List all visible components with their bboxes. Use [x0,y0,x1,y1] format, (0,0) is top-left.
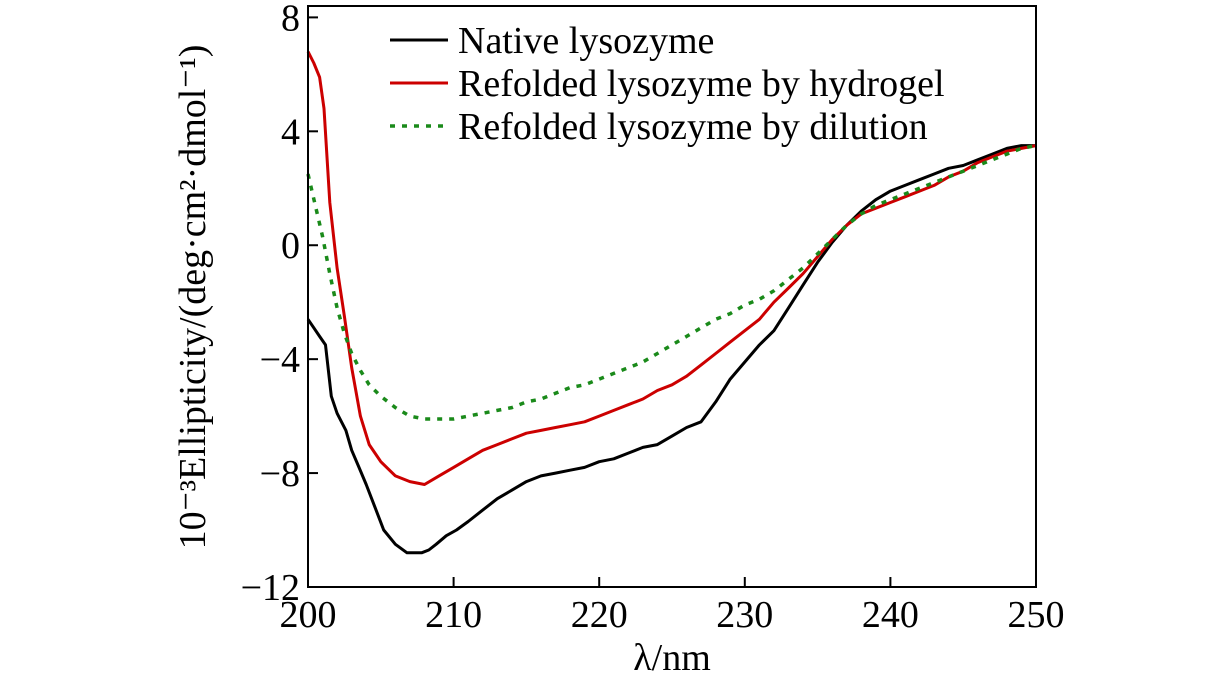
series-layer [306,50,1037,555]
x-tick-label: 250 [1008,594,1065,636]
legend-label: Refolded lysozyme by hydrogel [458,63,945,105]
x-tick-label: 230 [716,594,773,636]
x-tick-label: 240 [862,594,919,636]
y-tick-label: −4 [260,339,300,381]
legend-label: Refolded lysozyme by dilution [458,106,928,148]
series-line-3 [306,143,1037,421]
y-tick-label: 8 [281,0,300,39]
series-line-1 [306,144,1036,555]
plot-frame [307,5,1037,588]
series-line-2 [306,50,1037,486]
y-axis-title: 10⁻³Ellipticity/(deg·cm²·dmol⁻¹) [172,45,214,550]
x-axis-title: λ/nm [633,637,711,677]
x-tick-label: 200 [280,594,337,636]
ticks-layer: 200 210 220 230 240 250 8 4 0 −4 −8 −12 [241,0,1065,636]
y-tick-label: 0 [281,225,300,267]
y-tick-label: −12 [241,567,300,609]
y-tick-label: −8 [260,453,300,495]
legend-label: Native lysozyme [458,20,714,62]
x-tick-label: 210 [425,594,482,636]
y-tick-label: 4 [281,111,300,153]
x-tick-label: 220 [571,594,628,636]
